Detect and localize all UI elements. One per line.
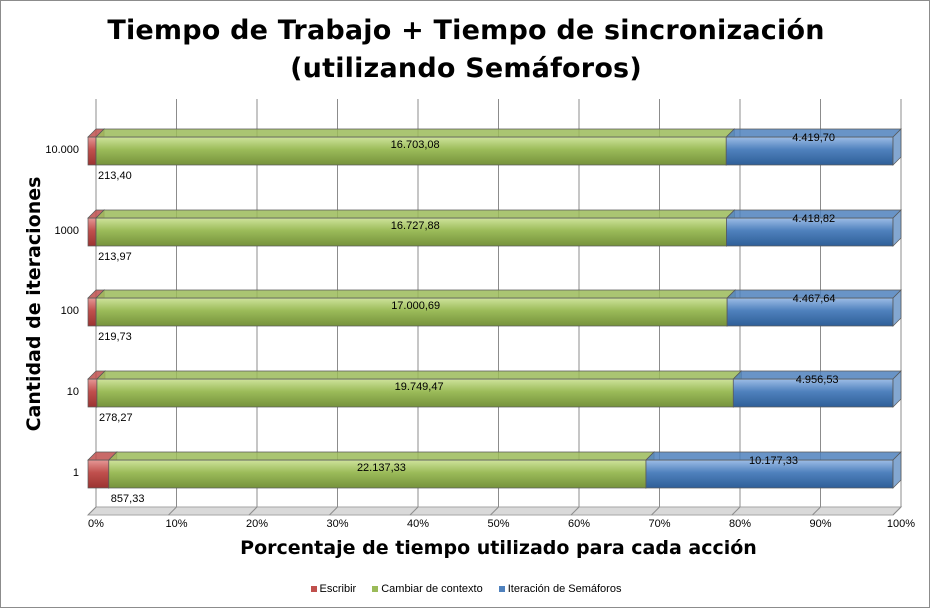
x-tick-label: 0% bbox=[88, 518, 104, 530]
legend-swatch-iteracion-de-semaforos bbox=[498, 586, 505, 592]
bar-escribir-front bbox=[87, 217, 97, 247]
legend: Escribir Cambiar de contexto Iteración d… bbox=[1, 583, 930, 595]
bar-escribir-front bbox=[87, 378, 98, 408]
x-axis-label: Porcentaje de tiempo utilizado para cada… bbox=[240, 537, 757, 559]
data-label-iteracion-de-semaforos: 10.177,33 bbox=[749, 455, 798, 467]
bar-cambiar-de-contexto-front bbox=[95, 217, 727, 247]
data-label-iteracion-de-semaforos: 4.467,64 bbox=[793, 293, 836, 305]
bar-cambiar-de-contexto bbox=[96, 370, 743, 408]
legend-label-iteracion-de-semaforos: Iteración de Semáforos bbox=[507, 583, 622, 595]
bar-iteracion-de-semaforos-side bbox=[892, 289, 902, 327]
bar-escribir-front bbox=[87, 136, 97, 166]
x-gridline-depth bbox=[731, 506, 741, 516]
data-label-cambiar-de-contexto: 19.749,47 bbox=[395, 381, 444, 393]
bar-iteracion-de-semaforos-front bbox=[732, 378, 894, 408]
x-gridline-depth bbox=[812, 506, 821, 516]
y-tick-label: 10 bbox=[67, 386, 79, 398]
y-axis-label: Cantidad de iteraciones bbox=[23, 176, 45, 432]
x-gridline-depth bbox=[168, 506, 177, 516]
bar-iteracion-de-semaforos bbox=[726, 289, 902, 327]
bar-iteracion-de-semaforos-front bbox=[726, 297, 894, 327]
x-gridline-depth bbox=[248, 506, 258, 516]
bar-escribir-front bbox=[87, 459, 110, 489]
x-tick-label: 40% bbox=[407, 518, 429, 530]
legend-item-escribir: Escribir bbox=[310, 583, 357, 595]
bar-iteracion-de-semaforos bbox=[732, 370, 902, 408]
x-tick-label: 100% bbox=[887, 518, 915, 530]
data-label-escribir: 857,33 bbox=[111, 493, 145, 505]
bar-iteracion-de-semaforos bbox=[725, 209, 902, 247]
bar-iteracion-de-semaforos bbox=[725, 128, 902, 166]
data-label-cambiar-de-contexto: 17.000,69 bbox=[391, 300, 440, 312]
bar-cambiar-de-contexto-top bbox=[95, 128, 736, 138]
data-label-escribir: 213,40 bbox=[98, 170, 132, 182]
legend-swatch-escribir bbox=[310, 586, 317, 592]
legend-label-escribir: Escribir bbox=[319, 583, 357, 595]
data-label-cambiar-de-contexto: 16.727,88 bbox=[391, 220, 440, 232]
y-tick-label: 100 bbox=[61, 305, 79, 317]
bar-iteracion-de-semaforos-side bbox=[892, 128, 902, 166]
legend-label-cambiar-de-contexto: Cambiar de contexto bbox=[381, 583, 483, 595]
chart-title-line-2: (utilizando Semáforos) bbox=[290, 53, 642, 84]
x-gridline-depth bbox=[490, 506, 499, 516]
bar-cambiar-de-contexto bbox=[107, 451, 655, 489]
y-tick-label: 1 bbox=[73, 467, 79, 479]
x-tick-label: 70% bbox=[648, 518, 670, 530]
data-label-cambiar-de-contexto: 22.137,33 bbox=[357, 462, 406, 474]
x-tick-label: 90% bbox=[809, 518, 831, 530]
bar-iteracion-de-semaforos-side bbox=[892, 451, 902, 489]
data-label-iteracion-de-semaforos: 4.419,70 bbox=[792, 132, 835, 144]
x-tick-label: 60% bbox=[568, 518, 590, 530]
bar-cambiar-de-contexto bbox=[95, 128, 736, 166]
data-label-escribir: 219,73 bbox=[98, 331, 132, 343]
x-tick-label: 50% bbox=[487, 518, 509, 530]
bar-iteracion-de-semaforos-side bbox=[892, 209, 902, 247]
data-label-cambiar-de-contexto: 16.703,08 bbox=[391, 139, 440, 151]
x-gridline-depth bbox=[651, 506, 660, 516]
x-gridline-depth bbox=[87, 506, 97, 516]
x-tick-label: 80% bbox=[729, 518, 751, 530]
legend-item-iteracion-de-semaforos: Iteración de Semáforos bbox=[498, 583, 622, 595]
y-tick-label: 1000 bbox=[55, 225, 79, 237]
bar-cambiar-de-contexto-front bbox=[96, 378, 734, 408]
y-tick-label: 10.000 bbox=[45, 144, 79, 156]
data-label-iteracion-de-semaforos: 4.956,53 bbox=[796, 374, 839, 386]
bar-iteracion-de-semaforos-side bbox=[892, 370, 902, 408]
x-tick-label: 10% bbox=[165, 518, 187, 530]
bar-cambiar-de-contexto-top bbox=[107, 451, 655, 461]
legend-swatch-cambiar-de-contexto bbox=[372, 586, 379, 592]
chart-title-line-1: Tiempo de Trabajo + Tiempo de sincroniza… bbox=[107, 15, 825, 46]
x-tick-label: 30% bbox=[326, 518, 348, 530]
x-gridline-depth bbox=[409, 506, 419, 516]
bar-iteracion-de-semaforos bbox=[645, 451, 902, 489]
data-label-escribir: 278,27 bbox=[99, 412, 133, 424]
bar-cambiar-de-contexto-top bbox=[95, 289, 737, 299]
bar-iteracion-de-semaforos-front bbox=[726, 217, 894, 247]
bar-escribir-front bbox=[87, 297, 97, 327]
x-gridline-depth bbox=[892, 506, 902, 516]
data-label-escribir: 213,97 bbox=[98, 251, 132, 263]
bar-cambiar-de-contexto-top bbox=[96, 370, 743, 380]
legend-item-cambiar-de-contexto: Cambiar de contexto bbox=[372, 583, 483, 595]
x-gridline-depth bbox=[570, 506, 580, 516]
bar-iteracion-de-semaforos-front bbox=[725, 136, 894, 166]
data-label-iteracion-de-semaforos: 4.418,82 bbox=[792, 213, 835, 225]
x-gridline-depth bbox=[329, 506, 338, 516]
bar-cambiar-de-contexto-top bbox=[95, 209, 736, 219]
x-tick-label: 20% bbox=[246, 518, 268, 530]
